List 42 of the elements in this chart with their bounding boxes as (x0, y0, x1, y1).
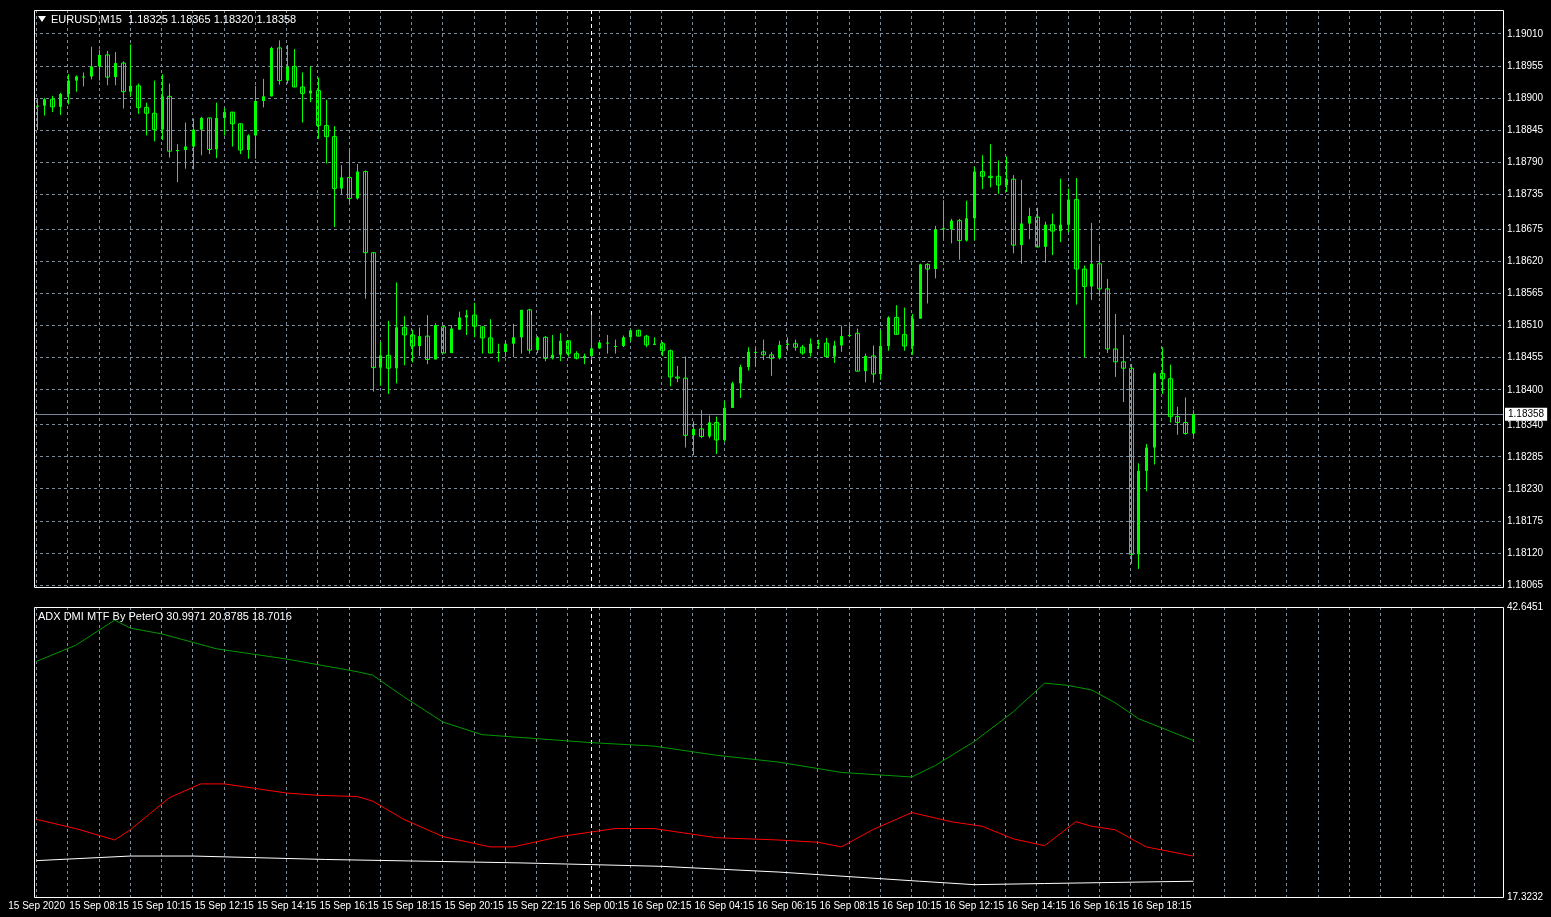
x-tick-label: 15 Sep 20:15 (444, 899, 505, 911)
y-tick-label: 1.18845 (1507, 123, 1544, 135)
y-tick-label: 1.18790 (1507, 156, 1544, 168)
y-tick-label: 1.18455 (1507, 351, 1544, 363)
y-tick-label: 1.18675 (1507, 223, 1544, 235)
y-tick-label: 42.6451 (1507, 600, 1544, 612)
y-tick-label: 1.18900 (1507, 91, 1544, 103)
chart-title: ADX DMI MTF By PeterO 30.9971 20.8785 18.7016 (38, 610, 292, 622)
y-tick-label: 1.18955 (1507, 59, 1544, 71)
x-tick-label: 15 Sep 10:15 (131, 899, 192, 911)
x-tick-label: 16 Sep 14:15 (1007, 899, 1067, 911)
x-tick-label: 15 Sep 2020 (8, 899, 66, 911)
y-tick-label: 1.18175 (1507, 514, 1544, 526)
y-tick-label: 17.3232 (1507, 890, 1544, 902)
ref-line-label: 1.18358 (1508, 408, 1545, 420)
x-tick-label: 16 Sep 10:15 (882, 899, 942, 911)
x-tick-label: 15 Sep 14:15 (256, 899, 317, 911)
x-tick-label: 15 Sep 18:15 (381, 899, 442, 911)
x-tick-label: 16 Sep 06:15 (756, 899, 817, 911)
y-tick-label: 1.18065 (1507, 579, 1544, 590)
x-tick-label: 15 Sep 16:15 (319, 899, 380, 911)
y-tick-label: 1.18230 (1507, 482, 1544, 494)
x-tick-label: 16 Sep 00:15 (569, 899, 630, 911)
x-tick-label: 15 Sep 22:15 (506, 899, 567, 911)
y-tick-label: 1.18735 (1507, 188, 1544, 200)
y-tick-label: 1.18285 (1507, 450, 1544, 462)
x-tick-label: 15 Sep 12:15 (194, 899, 255, 911)
y-tick-label: 1.19010 (1507, 27, 1544, 39)
y-tick-label: 1.18120 (1507, 546, 1544, 558)
x-tick-label: 16 Sep 16:15 (1069, 899, 1130, 911)
y-tick-label: 1.18565 (1507, 287, 1544, 299)
y-tick-label: 1.18400 (1507, 383, 1544, 395)
x-tick-label: 16 Sep 04:15 (694, 899, 755, 911)
y-tick-label: 1.18510 (1507, 319, 1544, 331)
y-tick-label: 1.18620 (1507, 255, 1544, 267)
x-tick-label: 16 Sep 18:15 (1132, 899, 1192, 911)
x-tick-label: 16 Sep 02:15 (631, 899, 692, 911)
x-tick-label: 16 Sep 08:15 (819, 899, 880, 911)
y-tick-label: 1.18340 (1507, 418, 1544, 430)
x-tick-label: 16 Sep 12:15 (944, 899, 1005, 911)
x-tick-label: 15 Sep 08:15 (69, 899, 130, 911)
chart-title: EURUSD,M15 1.18325 1.18365 1.18320 1.18358 (51, 13, 297, 25)
